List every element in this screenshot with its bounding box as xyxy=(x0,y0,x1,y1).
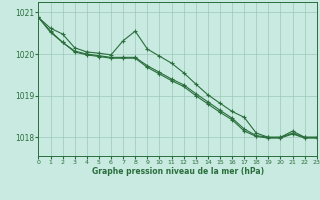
X-axis label: Graphe pression niveau de la mer (hPa): Graphe pression niveau de la mer (hPa) xyxy=(92,167,264,176)
